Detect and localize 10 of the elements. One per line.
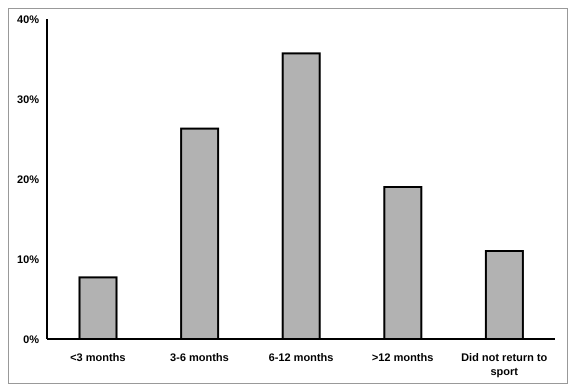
- y-tick-label: 40%: [16, 14, 40, 26]
- x-tick-label: Did not return to sport: [461, 352, 548, 378]
- y-tick-label: 20%: [16, 174, 40, 186]
- x-tick-label: 6-12 months: [268, 352, 334, 364]
- x-tick-label: 3-6 months: [170, 352, 229, 364]
- y-tick-label: 10%: [16, 254, 40, 266]
- x-tick-label: <3 months: [70, 352, 126, 364]
- y-tick-label: 30%: [16, 94, 40, 106]
- y-tick-label: 0%: [23, 334, 40, 346]
- x-tick-label: >12 months: [372, 352, 434, 364]
